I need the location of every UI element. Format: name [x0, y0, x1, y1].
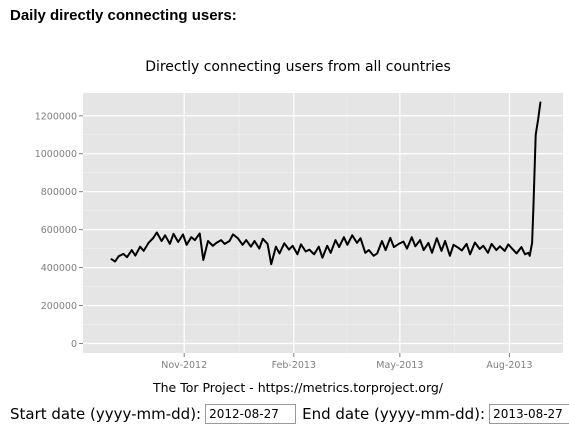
start-date-label: Start date (yyyy-mm-dd):	[10, 405, 202, 423]
x-tick-label: Nov-2012	[161, 360, 207, 371]
series-line-0	[110, 101, 542, 266]
x-tick-label: May-2013	[376, 360, 423, 371]
end-date-label: End date (yyyy-mm-dd):	[302, 405, 486, 423]
line-chart: Directly connecting users from all count…	[35, 59, 563, 395]
y-tick-label: 600000	[41, 225, 77, 236]
date-range-form: Start date (yyyy-mm-dd): End date (yyyy-m…	[10, 404, 569, 424]
chart-title: Directly connecting users from all count…	[145, 59, 451, 75]
y-tick-label: 1000000	[35, 149, 77, 160]
axis-ticks: 0 200000 400000 600000 800000 1000000 1200000 N…	[35, 111, 533, 371]
page-heading: Daily directly connecting users:	[10, 7, 237, 24]
start-date-input[interactable]	[205, 404, 297, 424]
grid-lines	[83, 93, 563, 353]
series-layer	[110, 101, 542, 266]
y-tick-label: 400000	[41, 263, 77, 274]
x-tick-label: Aug-2013	[486, 360, 532, 371]
x-tick-label: Feb-2013	[272, 360, 316, 371]
end-date-input[interactable]	[489, 404, 569, 424]
plot-panel	[83, 93, 563, 353]
y-tick-label: 800000	[41, 187, 77, 198]
y-tick-label: 1200000	[35, 111, 77, 122]
chart-caption: The Tor Project - https://metrics.torpro…	[152, 380, 444, 395]
y-tick-label: 0	[71, 339, 77, 350]
y-tick-label: 200000	[41, 301, 77, 312]
